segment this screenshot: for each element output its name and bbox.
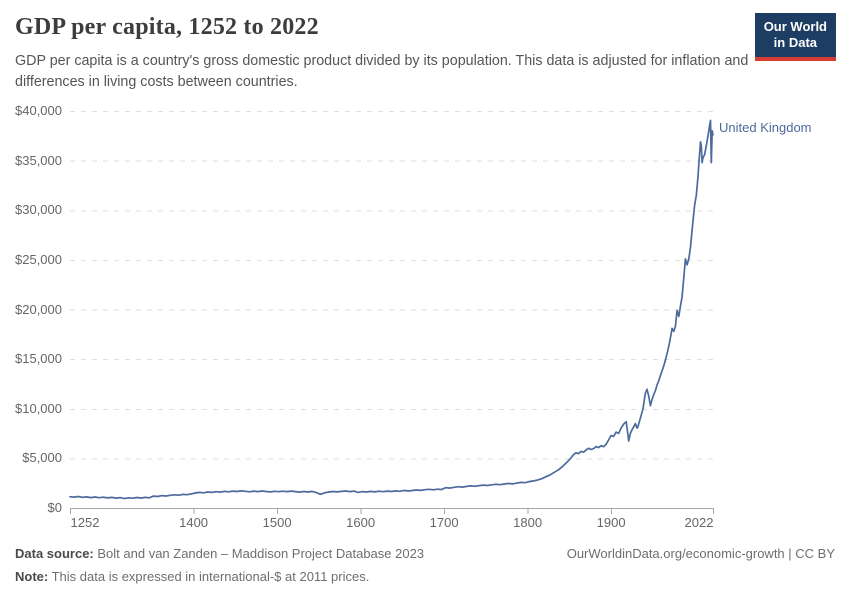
footer-note-text: This data is expressed in international-… [51, 569, 370, 584]
owid-logo-line2: in Data [773, 35, 818, 51]
footer-note-label: Note: [15, 569, 49, 584]
footer-data-source: Data source: Bolt and van Zanden – Maddi… [15, 546, 424, 561]
y-axis-tick-label: $40,000 [15, 103, 62, 118]
owid-logo-line1: Our World [763, 19, 827, 34]
uk-gdp-line[interactable] [69, 119, 714, 500]
footer-license-link[interactable]: OurWorldinData.org/economic-growth | CC … [566, 546, 835, 561]
footer-data-source-label: Data source: [15, 546, 94, 561]
x-axis-tick-label: 1700 [429, 515, 459, 530]
y-axis-tick-label: $25,000 [15, 251, 62, 267]
footer-data-source-text: Bolt and van Zanden – Maddison Project D… [97, 546, 425, 561]
y-axis-tick-label: $20,000 [15, 301, 62, 317]
x-axis-tick-label: 1800 [513, 515, 543, 530]
footer-note: Note: This data is expressed in internat… [15, 569, 369, 584]
y-axis-tick-label: $35,000 [15, 152, 62, 168]
y-axis-tick-label: $10,000 [15, 400, 62, 416]
chart-subtitle: GDP per capita is a country's gross dome… [15, 53, 749, 90]
x-axis-tick-label: 1500 [262, 515, 292, 530]
y-axis-tick-label: $30,000 [15, 202, 62, 218]
x-axis-tick-label: 1252 [70, 515, 100, 530]
page-title: GDP per capita, 1252 to 2022 [15, 14, 319, 40]
x-axis-tick-label: 1900 [596, 515, 626, 530]
x-axis-tick-label: 2022 [684, 515, 714, 530]
series-label-united-kingdom[interactable]: United Kingdom [719, 119, 812, 135]
y-axis-tick-label: $5,000 [22, 450, 62, 466]
owid-logo[interactable]: Our World in Data [754, 13, 836, 61]
y-axis-tick-label: $0 [47, 500, 62, 515]
x-axis-tick-label: 1400 [179, 515, 209, 530]
y-axis-tick-label: $15,000 [15, 351, 62, 367]
x-axis-tick-label: 1600 [346, 515, 376, 530]
